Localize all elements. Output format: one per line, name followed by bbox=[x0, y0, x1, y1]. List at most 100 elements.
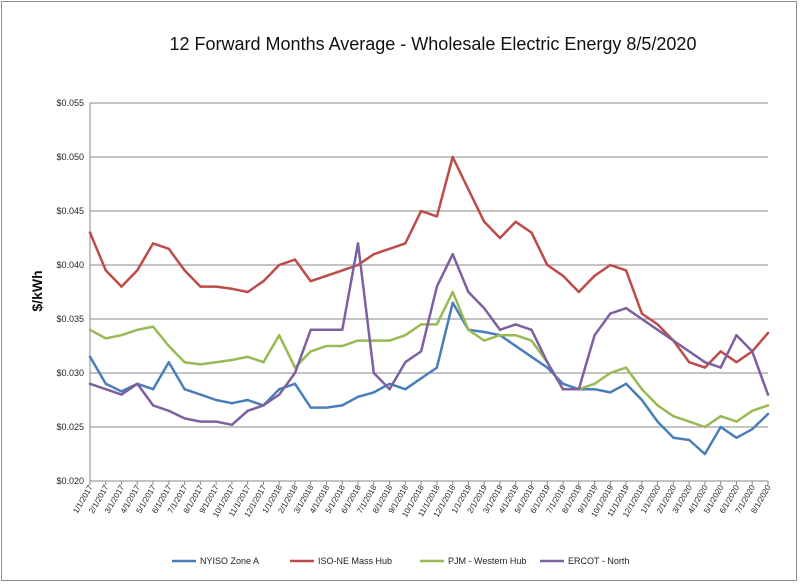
data-point bbox=[766, 412, 770, 416]
data-point bbox=[404, 242, 407, 245]
data-point bbox=[88, 231, 92, 234]
data-point bbox=[624, 382, 628, 385]
data-point bbox=[388, 247, 391, 250]
y-tick-label: $0.030 bbox=[56, 368, 84, 378]
data-point bbox=[766, 404, 770, 407]
data-point bbox=[104, 269, 107, 272]
data-point bbox=[151, 242, 155, 245]
data-point bbox=[482, 307, 486, 310]
data-point bbox=[514, 334, 517, 337]
data-point bbox=[451, 155, 454, 159]
series-line bbox=[88, 290, 770, 429]
data-point bbox=[561, 382, 565, 385]
data-point bbox=[341, 328, 344, 331]
data-point bbox=[262, 361, 265, 364]
data-point bbox=[719, 415, 722, 418]
data-point bbox=[751, 427, 754, 431]
data-point bbox=[482, 220, 486, 223]
data-point bbox=[404, 334, 407, 337]
plot-area: $0.020 $0.025 $0.030 $0.035 $0.040 $0.045 $0.0… bbox=[56, 98, 773, 519]
data-point bbox=[593, 274, 596, 277]
data-point bbox=[530, 355, 533, 358]
data-point bbox=[561, 388, 565, 391]
data-point bbox=[451, 301, 454, 304]
data-point bbox=[325, 344, 328, 348]
data-point bbox=[136, 269, 139, 272]
data-point bbox=[262, 280, 265, 283]
data-point bbox=[151, 325, 155, 328]
data-point bbox=[120, 393, 123, 396]
data-point bbox=[766, 393, 770, 396]
data-point bbox=[577, 388, 580, 391]
data-point bbox=[356, 263, 360, 267]
data-point bbox=[467, 290, 470, 294]
data-point bbox=[735, 436, 738, 439]
data-point bbox=[482, 330, 486, 334]
y-tick-label: $0.050 bbox=[56, 152, 84, 162]
data-point bbox=[136, 328, 139, 331]
data-point bbox=[609, 263, 612, 267]
data-point bbox=[151, 404, 155, 407]
data-point bbox=[325, 328, 328, 331]
data-point bbox=[735, 361, 738, 364]
data-point bbox=[546, 263, 549, 267]
data-point bbox=[356, 339, 360, 342]
data-point bbox=[593, 388, 596, 391]
data-point bbox=[609, 371, 612, 375]
data-point bbox=[624, 366, 628, 369]
data-point bbox=[719, 366, 722, 369]
data-point bbox=[167, 344, 171, 348]
data-point bbox=[199, 420, 202, 423]
data-point bbox=[687, 350, 691, 353]
y-tick-label: $0.045 bbox=[56, 206, 84, 216]
data-point bbox=[214, 398, 218, 402]
data-point bbox=[656, 323, 659, 326]
legend-label: PJM - Western Hub bbox=[448, 556, 526, 566]
data-point bbox=[546, 361, 549, 364]
data-point bbox=[136, 382, 139, 385]
data-point bbox=[467, 328, 470, 331]
data-point bbox=[498, 236, 502, 240]
series-line bbox=[88, 301, 770, 456]
data-point bbox=[703, 452, 707, 456]
data-point bbox=[703, 366, 707, 369]
data-point bbox=[451, 290, 454, 294]
data-point bbox=[183, 417, 186, 420]
data-point bbox=[388, 388, 391, 391]
data-point bbox=[435, 285, 439, 288]
data-point bbox=[151, 388, 155, 391]
data-point bbox=[624, 307, 628, 310]
data-point bbox=[687, 420, 691, 423]
data-point bbox=[388, 382, 391, 385]
y-tick-label: $0.035 bbox=[56, 314, 84, 324]
data-point bbox=[199, 393, 202, 396]
y-tick-label: $0.025 bbox=[56, 422, 84, 432]
data-point bbox=[404, 361, 407, 364]
data-point bbox=[214, 285, 218, 288]
data-point bbox=[561, 274, 565, 277]
data-point bbox=[530, 328, 533, 331]
data-point bbox=[104, 337, 107, 340]
data-point bbox=[309, 406, 312, 409]
data-point bbox=[293, 382, 297, 385]
data-point bbox=[514, 220, 517, 223]
data-point bbox=[530, 231, 533, 234]
data-point bbox=[672, 436, 675, 439]
data-point bbox=[498, 334, 502, 337]
data-point bbox=[435, 366, 439, 369]
data-point bbox=[341, 269, 344, 272]
data-point bbox=[372, 371, 376, 375]
data-point bbox=[467, 188, 470, 191]
data-point bbox=[672, 339, 675, 342]
data-point bbox=[751, 350, 754, 353]
data-point bbox=[735, 420, 738, 423]
data-point bbox=[419, 350, 423, 353]
data-point bbox=[341, 404, 344, 407]
data-point bbox=[640, 388, 644, 391]
y-tick-label: $0.055 bbox=[56, 98, 84, 108]
data-point bbox=[656, 404, 659, 407]
data-point bbox=[104, 388, 107, 391]
data-point bbox=[309, 350, 312, 353]
data-point bbox=[609, 391, 612, 394]
data-point bbox=[687, 361, 691, 364]
